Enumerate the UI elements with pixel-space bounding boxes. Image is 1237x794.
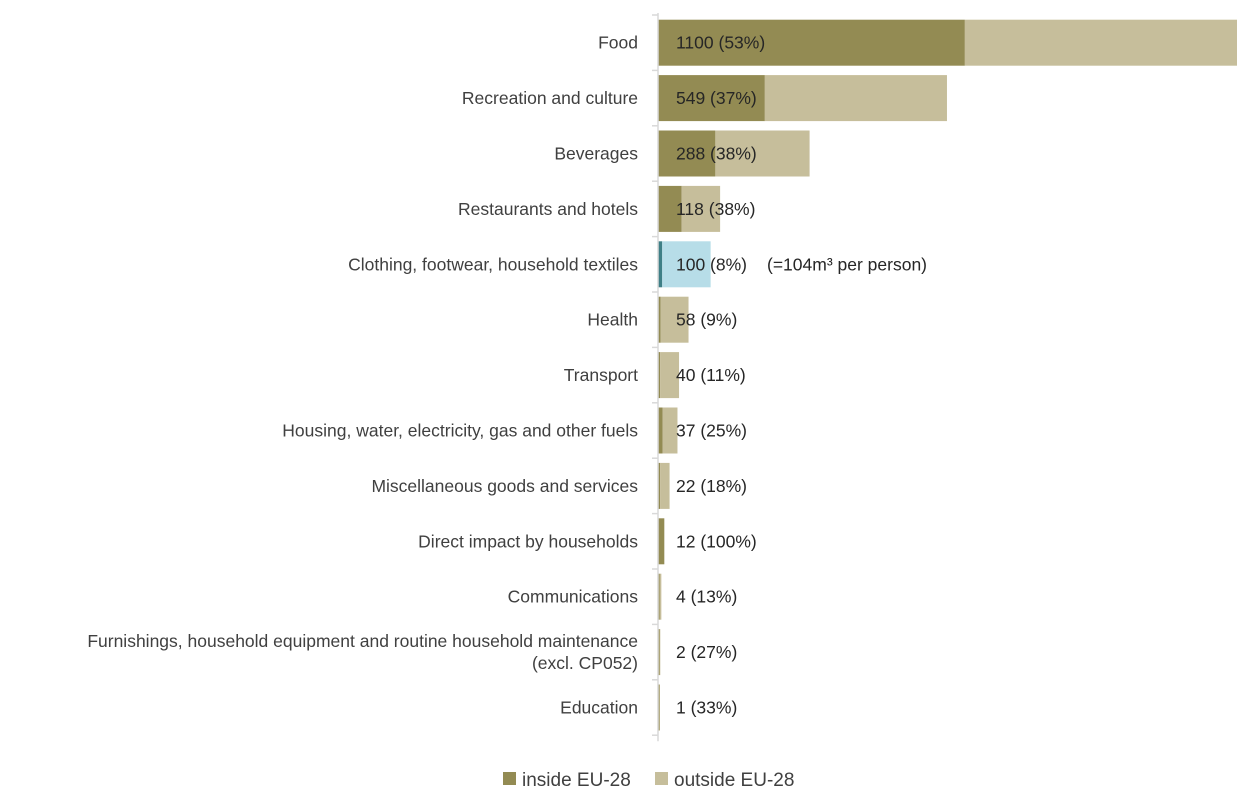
bar-outside-eu28 (660, 296, 689, 343)
data-label: 58 (9%) (676, 310, 737, 330)
legend-label: outside EU-28 (674, 770, 794, 791)
annotation-label: (=104m³ per person) (767, 254, 927, 274)
bar-outside-eu28 (660, 462, 670, 509)
category-label: Housing, water, electricity, gas and oth… (282, 421, 638, 441)
category-label: Transport (564, 365, 638, 385)
category-label: Food (598, 33, 638, 53)
bar-outside-eu28 (964, 19, 1237, 66)
data-label: 100 (8%) (676, 254, 747, 274)
data-label: 1 (33%) (676, 698, 737, 718)
bar-outside-eu28 (660, 352, 680, 399)
data-label: 549 (37%) (676, 88, 757, 108)
data-label: 22 (18%) (676, 476, 747, 496)
legend-swatch (503, 772, 516, 785)
bar-inside-eu28 (658, 518, 665, 565)
data-label: 1100 (53%) (676, 33, 765, 53)
bar-inside-eu28 (658, 185, 682, 232)
category-label: (excl. CP052) (532, 653, 638, 673)
bar-inside-eu28 (658, 19, 965, 66)
category-label: Health (587, 310, 638, 330)
bar-inside-eu28 (658, 75, 765, 122)
bar-inside-eu28 (658, 130, 716, 177)
category-label: Clothing, footwear, household textiles (348, 254, 638, 274)
data-label: 12 (100%) (676, 531, 757, 551)
bar-outside-eu28 (764, 75, 947, 122)
legend-swatch (655, 772, 668, 785)
category-label: Direct impact by households (418, 531, 638, 551)
category-label: Restaurants and hotels (458, 199, 638, 219)
category-label: Beverages (554, 144, 638, 164)
data-label: 2 (27%) (676, 642, 737, 662)
bar-inside-eu28 (658, 352, 661, 399)
bar-outside-eu28 (681, 185, 721, 232)
bar-inside-eu28 (658, 407, 663, 454)
bar-outside-eu28 (659, 573, 662, 620)
data-label: 118 (38%) (676, 199, 755, 219)
bar-inside-eu28 (658, 462, 661, 509)
category-label: Furnishings, household equipment and rou… (87, 631, 638, 651)
data-label: 288 (38%) (676, 144, 757, 164)
data-label: 40 (11%) (676, 365, 746, 385)
bar-inside-eu28 (658, 241, 663, 288)
category-label: Education (560, 698, 638, 718)
data-label: 37 (25%) (676, 421, 747, 441)
category-label: Miscellaneous goods and services (371, 476, 638, 496)
category-label: Recreation and culture (462, 88, 638, 108)
bar-outside-eu28 (662, 407, 678, 454)
bar-outside-eu28 (662, 241, 711, 288)
legend-label: inside EU-28 (522, 770, 631, 791)
data-label: 4 (13%) (676, 587, 737, 607)
category-label: Communications (508, 587, 639, 607)
bar-outside-eu28 (715, 130, 810, 177)
bar-outside-eu28 (659, 629, 661, 676)
bar-inside-eu28 (658, 296, 661, 343)
